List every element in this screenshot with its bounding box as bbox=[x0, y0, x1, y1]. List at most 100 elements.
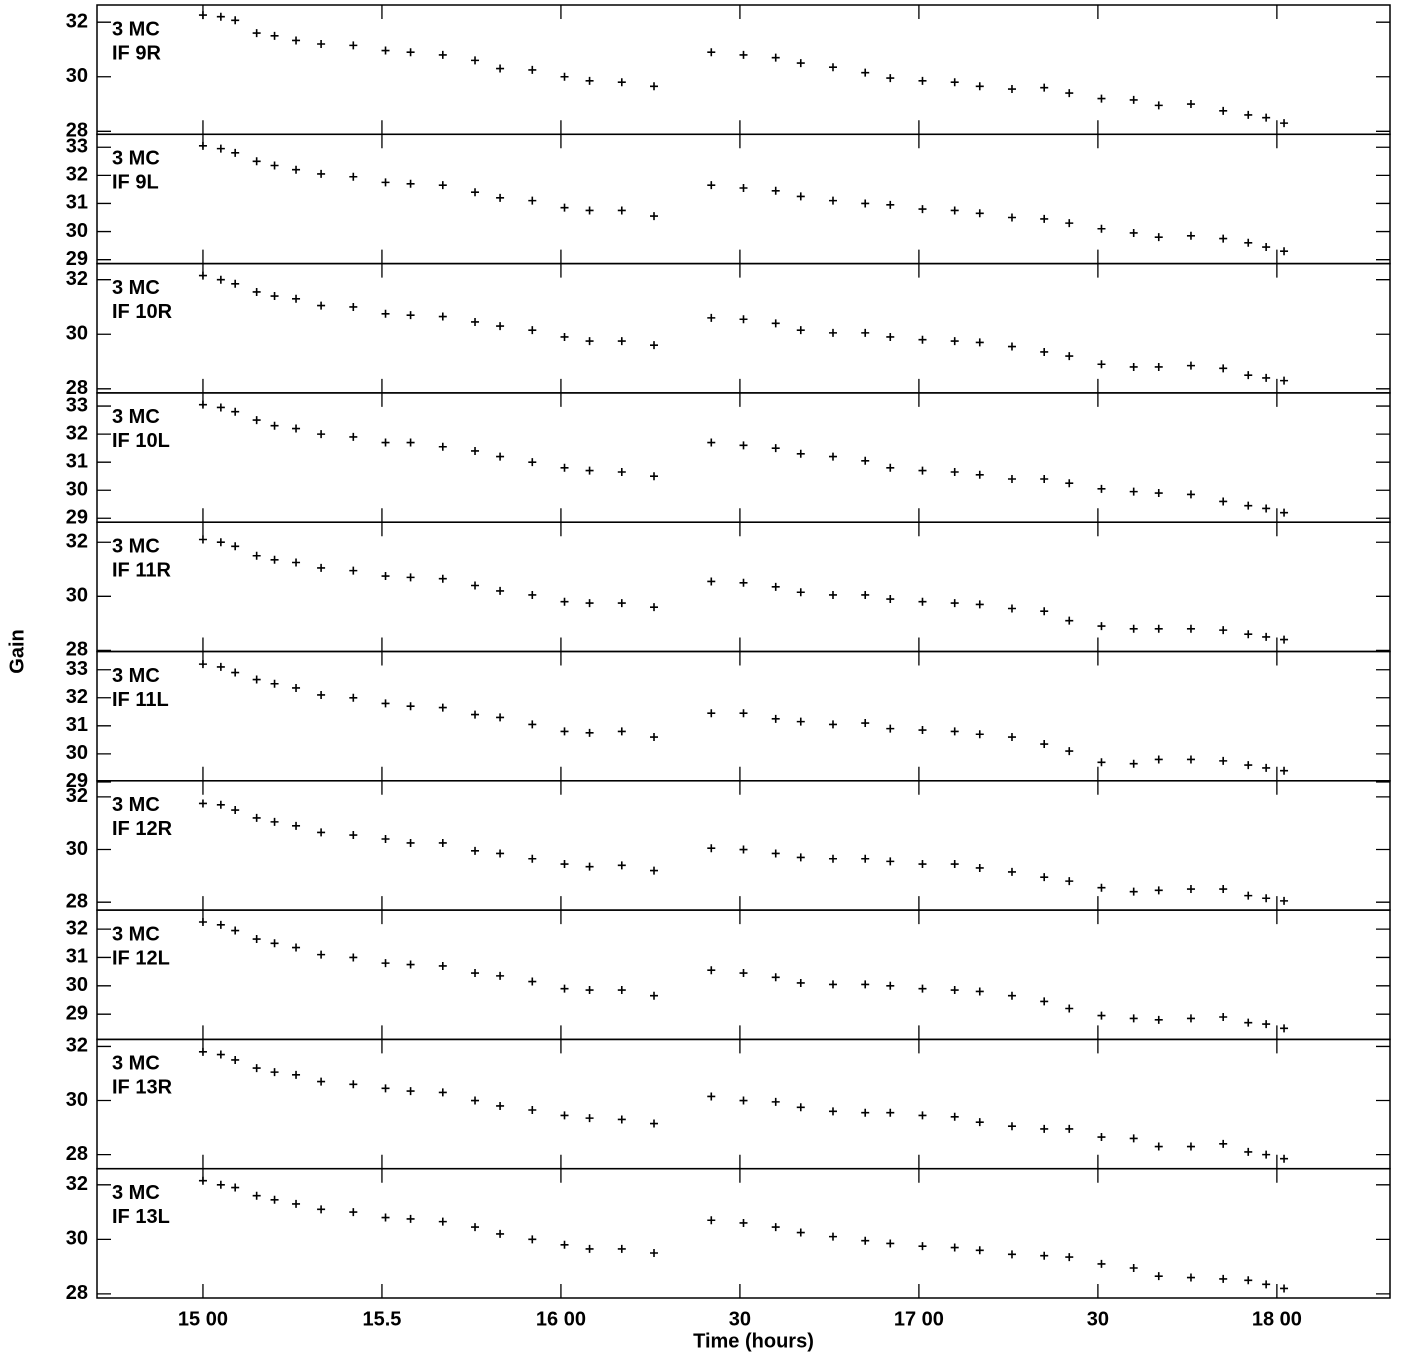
y-tick-label: 30 bbox=[66, 838, 88, 860]
data-point bbox=[739, 441, 748, 450]
data-point bbox=[1129, 624, 1138, 633]
data-point bbox=[918, 1111, 927, 1120]
data-point bbox=[707, 577, 716, 586]
data-point bbox=[292, 36, 301, 45]
data-point bbox=[739, 1218, 748, 1227]
data-point bbox=[471, 846, 480, 855]
data-point bbox=[950, 78, 959, 87]
data-point bbox=[861, 456, 870, 465]
data-point bbox=[918, 205, 927, 214]
data-point bbox=[1065, 1253, 1074, 1262]
data-point bbox=[496, 193, 505, 202]
data-point bbox=[381, 1084, 390, 1093]
data-point bbox=[1129, 487, 1138, 496]
data-point bbox=[1244, 630, 1253, 639]
data-point bbox=[198, 1176, 207, 1185]
data-point bbox=[349, 172, 358, 181]
data-point bbox=[650, 603, 659, 612]
x-tick-label: 15 00 bbox=[178, 1308, 228, 1330]
panel-label: 3 MC bbox=[112, 923, 160, 945]
data-point bbox=[1186, 755, 1195, 764]
data-point bbox=[198, 141, 207, 150]
data-point bbox=[1097, 758, 1106, 767]
y-tick-label: 30 bbox=[66, 1089, 88, 1111]
panel-label: 3 MC bbox=[112, 535, 160, 557]
data-point bbox=[1007, 85, 1016, 94]
data-point bbox=[406, 838, 415, 847]
data-point bbox=[771, 1223, 780, 1232]
data-point bbox=[1186, 1014, 1195, 1023]
data-point bbox=[796, 853, 805, 862]
data-point bbox=[950, 860, 959, 869]
data-point bbox=[252, 813, 261, 822]
panel-frame bbox=[96, 392, 1391, 523]
data-point bbox=[1262, 373, 1271, 382]
y-tick-label: 29 bbox=[66, 1002, 88, 1024]
y-tick-label: 31 bbox=[66, 946, 88, 968]
data-point bbox=[270, 292, 279, 301]
data-point bbox=[438, 312, 447, 321]
data-point bbox=[252, 287, 261, 296]
data-point bbox=[231, 542, 240, 551]
data-point bbox=[1280, 119, 1289, 128]
data-point bbox=[1097, 622, 1106, 631]
data-point bbox=[1007, 733, 1016, 742]
panel-frame bbox=[96, 521, 1391, 653]
data-point bbox=[1154, 755, 1163, 764]
data-point bbox=[1097, 1011, 1106, 1020]
data-point bbox=[950, 986, 959, 995]
x-tick-label: 16 00 bbox=[536, 1308, 586, 1330]
data-point bbox=[317, 40, 326, 49]
data-point bbox=[198, 400, 207, 409]
y-tick-label: 32 bbox=[66, 530, 88, 552]
data-point bbox=[1129, 1134, 1138, 1143]
data-point bbox=[471, 581, 480, 590]
panel-label: 3 MC bbox=[112, 406, 160, 428]
data-point bbox=[349, 566, 358, 575]
data-point bbox=[438, 181, 447, 190]
data-point bbox=[560, 203, 569, 212]
data-point bbox=[1129, 759, 1138, 768]
data-point bbox=[950, 727, 959, 736]
y-tick-label: 28 bbox=[66, 1143, 88, 1165]
data-point bbox=[707, 1092, 716, 1101]
data-point bbox=[216, 1050, 225, 1059]
panel-label: IF 12R bbox=[112, 818, 173, 840]
data-point bbox=[1065, 352, 1074, 361]
data-point bbox=[528, 590, 537, 599]
data-point bbox=[1097, 94, 1106, 103]
data-point bbox=[1154, 1272, 1163, 1281]
data-point bbox=[771, 582, 780, 591]
data-point bbox=[617, 1115, 626, 1124]
data-point bbox=[975, 600, 984, 609]
panel-frame bbox=[96, 1167, 1391, 1299]
data-point bbox=[560, 332, 569, 341]
y-tick-label: 29 bbox=[66, 248, 88, 270]
data-point bbox=[1129, 228, 1138, 237]
y-tick-label: 32 bbox=[66, 268, 88, 290]
data-point bbox=[292, 165, 301, 174]
data-point bbox=[528, 1106, 537, 1114]
data-point bbox=[1040, 740, 1049, 749]
data-point bbox=[1040, 1124, 1049, 1133]
data-point bbox=[950, 1112, 959, 1121]
y-axis-label: Gain bbox=[6, 629, 28, 673]
data-point bbox=[617, 861, 626, 870]
data-point bbox=[918, 1242, 927, 1251]
data-point bbox=[1280, 635, 1289, 644]
panel-label: 3 MC bbox=[112, 148, 160, 170]
data-point bbox=[1280, 1284, 1289, 1293]
data-point bbox=[828, 328, 837, 337]
data-point bbox=[270, 679, 279, 688]
data-point bbox=[828, 590, 837, 599]
data-point bbox=[270, 421, 279, 430]
data-point bbox=[270, 1195, 279, 1204]
data-point bbox=[438, 838, 447, 847]
data-point bbox=[771, 849, 780, 858]
data-point bbox=[1065, 747, 1074, 756]
data-point bbox=[496, 1101, 505, 1110]
data-point bbox=[270, 817, 279, 826]
data-point bbox=[1280, 508, 1289, 517]
data-point bbox=[528, 720, 537, 729]
